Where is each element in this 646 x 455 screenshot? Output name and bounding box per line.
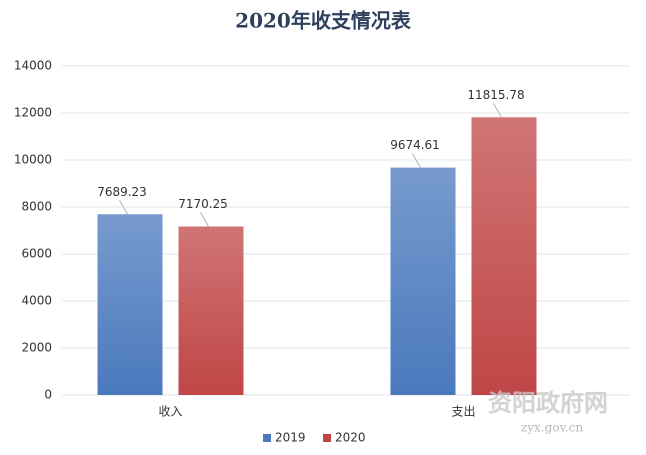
label-leader	[493, 103, 502, 118]
y-tick-label: 0	[44, 388, 52, 402]
data-label: 11815.78	[467, 88, 524, 102]
data-label: 7170.25	[178, 197, 228, 211]
y-tick-label: 4000	[21, 294, 52, 308]
data-label: 9674.61	[390, 138, 440, 152]
watermark-url: zyx.gov.cn	[521, 421, 583, 435]
y-tick-label: 6000	[21, 247, 52, 261]
legend-swatch	[323, 434, 331, 442]
x-tick-label: 收入	[158, 405, 182, 419]
chart-title: 2020年收支情况表	[235, 9, 412, 33]
x-tick-label: 支出	[451, 405, 475, 419]
y-tick-label: 8000	[21, 200, 52, 214]
label-leader	[200, 212, 209, 227]
legend-label: 2020	[335, 431, 366, 445]
label-leader	[119, 200, 128, 215]
bar-sheen	[178, 226, 244, 395]
y-tick-label: 2000	[21, 341, 52, 355]
label-leader	[412, 153, 421, 168]
watermark: 资阳政府网	[488, 389, 608, 417]
legend-label: 2019	[275, 431, 306, 445]
data-label: 7689.23	[97, 185, 147, 199]
bar-sheen	[97, 214, 163, 395]
bar-sheen	[471, 117, 537, 396]
bar-sheen	[390, 167, 456, 395]
legend-swatch	[263, 434, 271, 442]
y-tick-label: 12000	[14, 106, 52, 120]
y-tick-label: 10000	[14, 153, 52, 167]
y-tick-label: 14000	[14, 59, 52, 73]
